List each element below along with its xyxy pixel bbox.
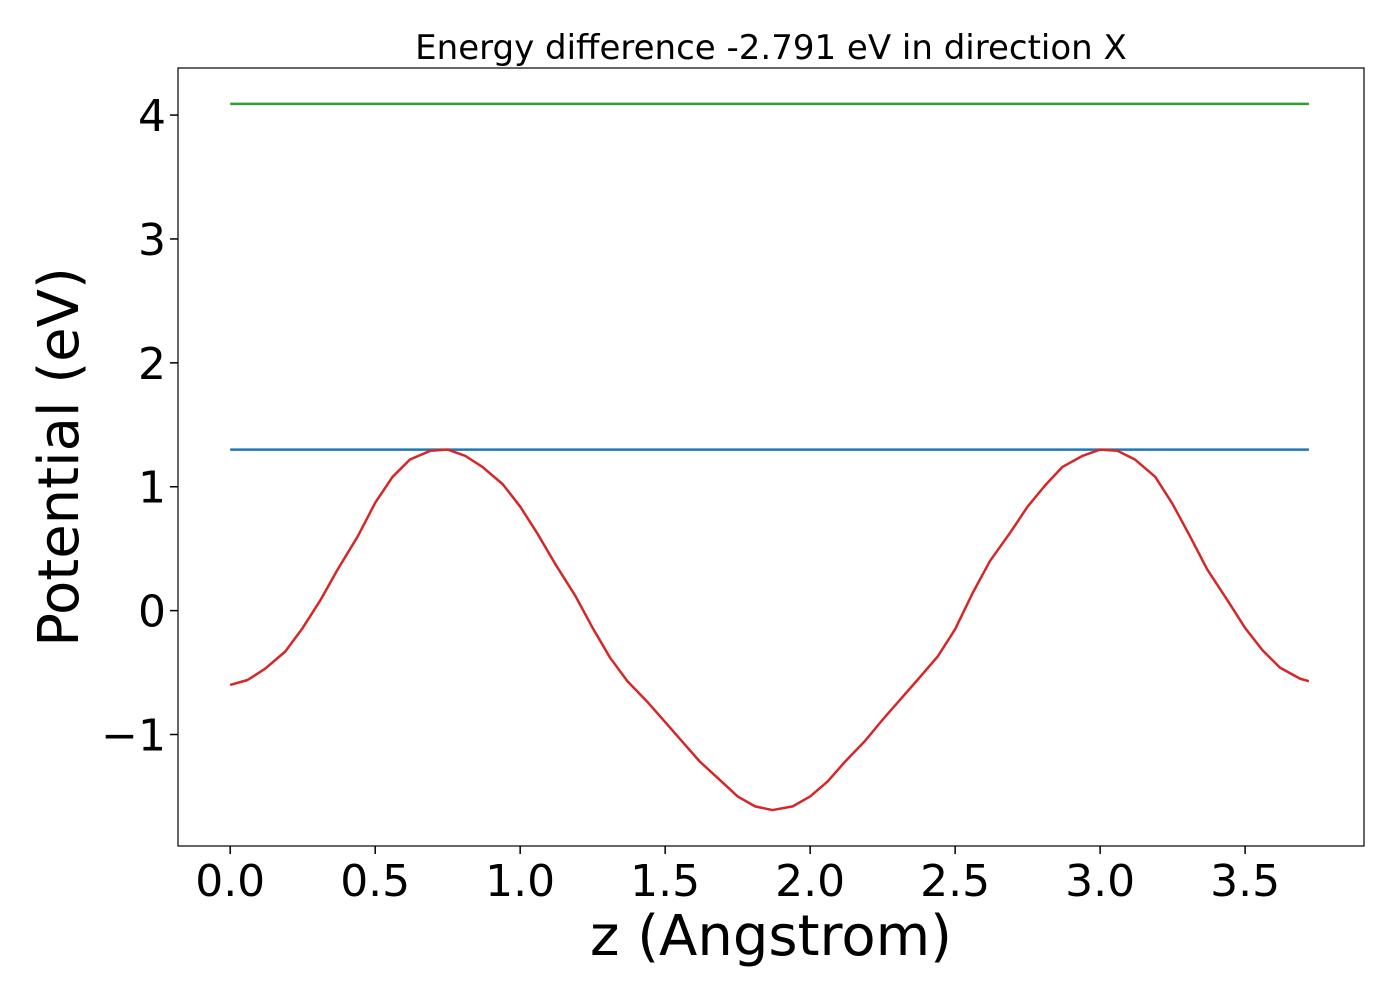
series-line-2 (229, 448, 1310, 812)
x-tick-label: 0.5 (340, 856, 410, 907)
y-axis-label: Potential (eV) (27, 267, 92, 647)
x-tick-label: 2.5 (920, 856, 990, 907)
y-tick-label: 4 (138, 91, 166, 142)
y-axis: −1 0 1 2 3 4 (101, 91, 178, 762)
x-tick-label: 3.0 (1065, 856, 1135, 907)
x-axis-label: z (Angstrom) (590, 904, 952, 969)
x-tick-label: 1.0 (485, 856, 555, 907)
y-tick-label: 2 (138, 339, 166, 390)
x-axis: 0.0 0.5 1.0 1.5 2.0 2.5 3.0 3.5 (195, 846, 1280, 907)
y-tick-label: 0 (138, 587, 166, 638)
y-tick-label: 1 (138, 463, 166, 514)
x-tick-label: 2.0 (775, 856, 845, 907)
x-tick-label: 1.5 (630, 856, 700, 907)
x-tick-label: 3.5 (1210, 856, 1280, 907)
chart-title: Energy difference -2.791 eV in direction… (415, 28, 1127, 68)
plot-lines (229, 102, 1310, 812)
plot-frame (177, 67, 1365, 847)
x-tick-label: 0.0 (195, 856, 265, 907)
y-tick-label: 3 (138, 215, 166, 266)
y-tick-label: −1 (101, 711, 166, 762)
